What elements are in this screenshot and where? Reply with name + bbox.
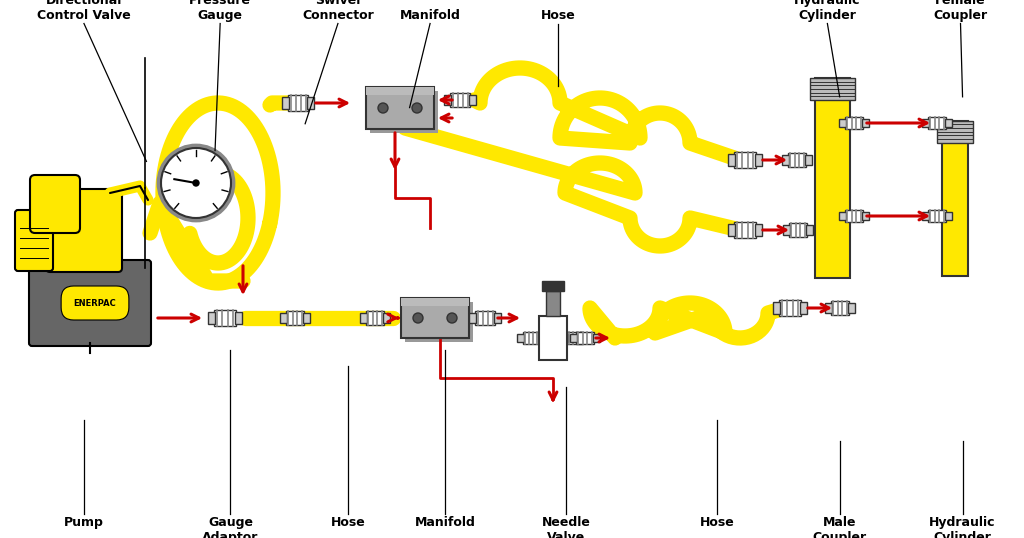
Bar bbox=[401, 298, 469, 338]
Bar bbox=[360, 313, 367, 323]
Bar bbox=[570, 334, 577, 342]
Bar bbox=[546, 291, 560, 316]
Bar bbox=[469, 313, 476, 323]
Bar bbox=[575, 332, 594, 344]
Text: Needle
Valve: Needle Valve bbox=[542, 516, 591, 538]
Text: Manifold: Manifold bbox=[415, 516, 476, 529]
Circle shape bbox=[193, 180, 199, 186]
Bar bbox=[839, 212, 846, 220]
Bar bbox=[810, 78, 854, 100]
Bar bbox=[814, 78, 850, 278]
Bar bbox=[945, 119, 952, 127]
Text: Hose: Hose bbox=[699, 516, 734, 529]
Text: Hose: Hose bbox=[541, 9, 575, 22]
Text: Hydraulic
Cylinder: Hydraulic Cylinder bbox=[795, 0, 860, 22]
Bar bbox=[922, 119, 929, 127]
Text: Manifold: Manifold bbox=[399, 9, 461, 22]
Bar bbox=[370, 91, 438, 133]
Bar bbox=[800, 302, 807, 314]
Bar bbox=[469, 95, 476, 105]
Text: Pressure
Gauge: Pressure Gauge bbox=[189, 0, 251, 22]
Bar bbox=[790, 223, 807, 237]
FancyBboxPatch shape bbox=[30, 175, 80, 233]
Bar bbox=[831, 301, 849, 315]
Bar bbox=[825, 303, 831, 313]
Bar bbox=[755, 154, 762, 166]
Text: 4-Way
Directional
Control Valve: 4-Way Directional Control Valve bbox=[37, 0, 131, 22]
Bar bbox=[728, 224, 735, 236]
Bar bbox=[728, 154, 735, 166]
Bar bbox=[366, 87, 434, 129]
Bar bbox=[517, 334, 524, 342]
Bar bbox=[582, 334, 589, 342]
Bar bbox=[303, 313, 310, 323]
Text: Swivel
Connector: Swivel Connector bbox=[302, 0, 374, 22]
Bar bbox=[494, 313, 501, 323]
Bar bbox=[383, 313, 390, 323]
Bar bbox=[286, 311, 304, 325]
Bar bbox=[805, 155, 812, 165]
Bar bbox=[806, 225, 813, 235]
Bar bbox=[922, 212, 929, 220]
FancyBboxPatch shape bbox=[29, 260, 151, 346]
Bar bbox=[839, 119, 846, 127]
Bar bbox=[734, 222, 756, 238]
Bar bbox=[734, 152, 756, 168]
Bar bbox=[783, 225, 790, 235]
Bar bbox=[942, 121, 968, 275]
Bar bbox=[845, 117, 863, 129]
Bar bbox=[593, 334, 600, 342]
Bar bbox=[450, 93, 470, 107]
Text: ENERPAC: ENERPAC bbox=[74, 299, 117, 308]
Bar bbox=[539, 316, 567, 360]
Bar bbox=[848, 303, 855, 313]
Bar bbox=[773, 302, 780, 314]
Bar bbox=[234, 312, 242, 324]
Bar bbox=[444, 95, 451, 105]
Bar bbox=[538, 334, 545, 342]
Bar bbox=[561, 334, 568, 342]
Bar bbox=[280, 313, 287, 323]
Text: Male
Coupler: Male Coupler bbox=[813, 516, 866, 538]
Bar bbox=[567, 332, 583, 344]
Circle shape bbox=[447, 313, 457, 323]
Circle shape bbox=[161, 148, 231, 218]
Bar bbox=[945, 212, 952, 220]
Bar bbox=[937, 121, 973, 143]
FancyBboxPatch shape bbox=[15, 210, 53, 271]
Bar bbox=[406, 302, 473, 342]
Bar bbox=[862, 212, 869, 220]
Bar bbox=[523, 332, 539, 344]
Bar bbox=[862, 119, 869, 127]
Bar bbox=[208, 312, 215, 324]
Circle shape bbox=[413, 313, 423, 323]
Bar bbox=[928, 210, 946, 222]
Text: Female
Coupler: Female Coupler bbox=[934, 0, 987, 22]
Circle shape bbox=[412, 103, 422, 113]
Circle shape bbox=[158, 145, 234, 221]
Text: Pump: Pump bbox=[65, 516, 103, 529]
Bar bbox=[928, 117, 946, 129]
Bar bbox=[475, 311, 495, 325]
Text: Gauge
Adaptor: Gauge Adaptor bbox=[202, 516, 259, 538]
Bar bbox=[401, 298, 469, 306]
Bar bbox=[282, 97, 289, 109]
Bar bbox=[307, 97, 314, 109]
Bar bbox=[779, 300, 801, 316]
Bar bbox=[788, 153, 806, 167]
Bar bbox=[214, 310, 236, 326]
Bar bbox=[366, 87, 434, 95]
Bar bbox=[845, 210, 863, 222]
Text: Hose: Hose bbox=[331, 516, 366, 529]
Bar bbox=[755, 224, 762, 236]
Text: Hydraulic
Cylinder: Hydraulic Cylinder bbox=[930, 516, 995, 538]
Bar bbox=[366, 311, 384, 325]
Bar bbox=[288, 95, 308, 111]
Bar bbox=[782, 155, 790, 165]
Circle shape bbox=[378, 103, 388, 113]
Bar bbox=[542, 281, 564, 291]
FancyBboxPatch shape bbox=[46, 189, 122, 272]
